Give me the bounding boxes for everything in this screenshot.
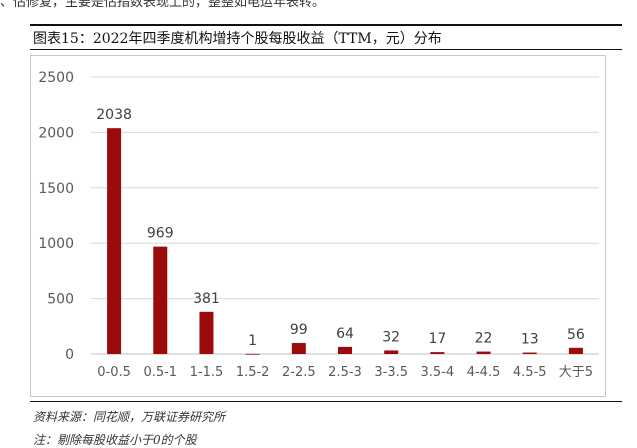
- bar: [384, 350, 399, 354]
- bar: [522, 352, 537, 354]
- data-label: 56: [567, 327, 585, 343]
- data-label: 13: [521, 332, 539, 348]
- x-tick-label: 1.5-2: [236, 365, 270, 380]
- x-axis-ticks: 0-0.5 0.5-1 1-1.5 1.5-2 2-2.5 2.5-3 3-3.5 3.5-4…: [97, 365, 593, 380]
- x-tick-label: 4-4.5: [467, 365, 501, 380]
- x-tick-label: 0.5-1: [143, 365, 177, 380]
- y-tick-label: 1000: [38, 236, 74, 252]
- data-label: 17: [428, 331, 446, 347]
- bar: [199, 311, 214, 354]
- x-tick-label: 3.5-4: [421, 365, 455, 380]
- bar: [338, 346, 352, 354]
- x-tick-label: 大于5: [559, 365, 593, 380]
- source-note: 资料来源：同花顺，万联证券研究所: [33, 410, 226, 424]
- data-label: 64: [336, 326, 354, 342]
- x-tick-label: 1-1.5: [190, 365, 224, 380]
- data-label: 99: [290, 322, 308, 338]
- y-tick-label: 2000: [38, 125, 74, 141]
- data-label: 969: [147, 226, 174, 242]
- top-rule: [30, 24, 622, 26]
- bar: [430, 352, 445, 354]
- bar: [568, 347, 583, 354]
- y-axis-ticks: 0 500 1000 1500 2000 2500: [38, 70, 74, 363]
- y-tick-label: 500: [47, 292, 74, 308]
- data-label: 381: [193, 291, 220, 307]
- bar: [107, 128, 122, 354]
- y-tick-label: 2500: [38, 70, 74, 86]
- footnote: 注：剔除每股收益小于0的个股: [33, 433, 197, 447]
- cropped-header-text: 、估修复，主要是估指数表现上的，整整如电运年表转。: [0, 0, 326, 10]
- x-tick-label: 4.5-5: [513, 365, 547, 380]
- data-label: 32: [382, 329, 400, 345]
- title-rule: [30, 49, 622, 50]
- data-labels: 2038 969 381 1 99 64 32 17 22 13 56: [96, 107, 585, 349]
- bar: [476, 351, 491, 354]
- y-tick-label: 1500: [38, 181, 74, 197]
- x-tick-label: 3-3.5: [374, 365, 408, 380]
- bar: [153, 246, 168, 354]
- bar: [245, 353, 260, 355]
- x-tick-label: 2.5-3: [328, 365, 362, 380]
- chart-frame: 0 500 1000 1500 2000 2500 2038 969 381 1 99 64 32 17…: [30, 55, 606, 397]
- y-tick-label: 0: [65, 347, 74, 363]
- bars: [107, 128, 583, 355]
- figure-title: 图表15：2022年四季度机构增持个股每股收益（TTM，元）分布: [33, 31, 442, 47]
- x-tick-label: 0-0.5: [97, 365, 131, 380]
- bar-chart: 0 500 1000 1500 2000 2500 2038 969 381 1 99 64 32 17…: [38, 70, 599, 380]
- gridlines: [91, 76, 599, 355]
- x-tick-label: 2-2.5: [282, 365, 316, 380]
- data-label: 22: [475, 331, 493, 347]
- bar: [291, 343, 306, 354]
- data-label: 2038: [96, 107, 132, 123]
- bottom-rule: [30, 401, 622, 402]
- data-label: 1: [248, 333, 257, 349]
